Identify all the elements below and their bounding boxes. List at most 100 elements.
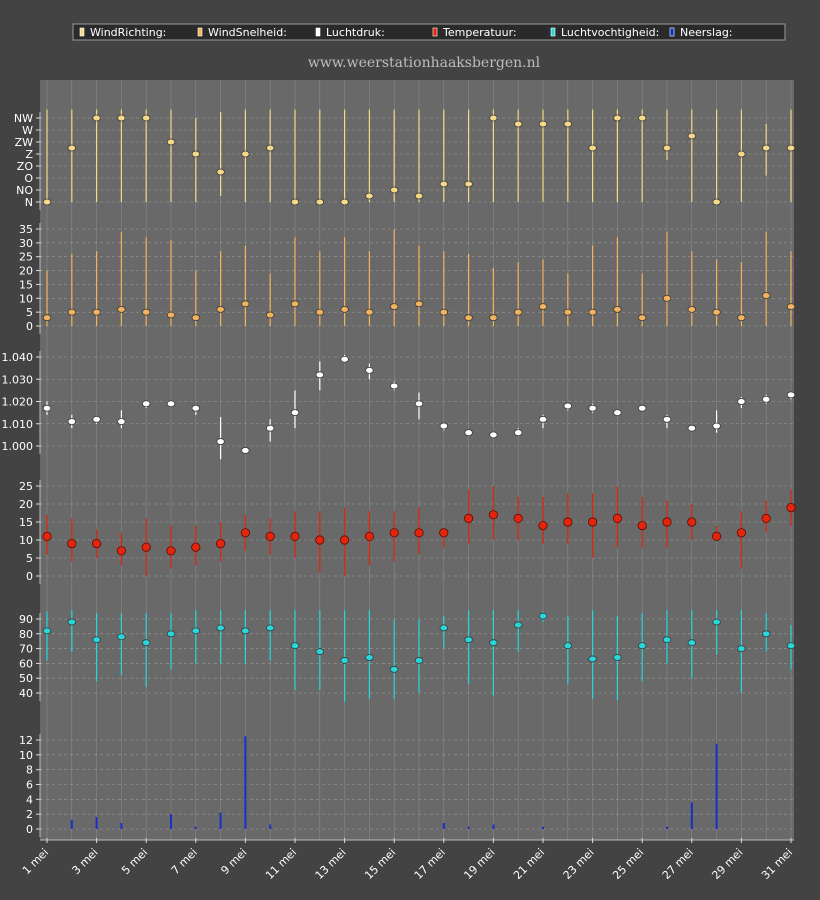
ytick-label: 1.000 <box>2 440 34 453</box>
luchtvochtigheid-point <box>762 630 771 638</box>
windsnelheid-point <box>687 305 696 313</box>
windsnelheid-point <box>117 305 126 313</box>
legend-label-1: WindSnelheid: <box>208 26 287 39</box>
windsnelheid-point <box>166 311 176 319</box>
windsnelheid-point <box>588 308 597 316</box>
windsnelheid-point <box>439 308 448 316</box>
windrichting-point <box>216 168 225 176</box>
luchtdruk-point <box>563 402 572 410</box>
luchtvochtigheid-point <box>439 624 448 632</box>
luchtdruk-point <box>266 424 275 432</box>
temperatuur-point <box>166 546 176 556</box>
luchtdruk-point <box>687 424 696 432</box>
luchtvochtigheid-point <box>315 648 324 655</box>
temperatuur-point <box>414 528 424 538</box>
luchtdruk-point <box>613 409 622 417</box>
legend-label-5: Neerslag: <box>680 26 733 39</box>
windrichting-point <box>191 150 200 158</box>
luchtvochtigheid-point <box>42 627 52 635</box>
ytick-label: NW <box>14 112 33 125</box>
windrichting-point <box>762 144 771 152</box>
ytick-label: 8 <box>26 764 33 777</box>
windrichting-point <box>241 150 250 158</box>
neerslag-bar <box>194 826 197 829</box>
ytick-label: 6 <box>26 779 33 792</box>
neerslag-bar <box>120 823 123 829</box>
legend-swatch-2 <box>315 27 321 37</box>
ytick-label: 1.020 <box>2 396 34 409</box>
windsnelheid-point <box>563 308 572 316</box>
luchtvochtigheid-point <box>737 645 746 652</box>
temperatuur-point <box>687 517 697 527</box>
panel-WindSnelheid <box>42 229 796 326</box>
ytick-label: N <box>25 196 33 209</box>
temperatuur-point <box>513 513 523 524</box>
windrichting-point <box>638 114 647 122</box>
neerslag-bar <box>542 826 544 829</box>
windsnelheid-point <box>464 314 473 322</box>
legend: WindRichting: WindSnelheid: Luchtdruk: Temp… <box>72 23 786 41</box>
windrichting-point <box>489 114 498 122</box>
temperatuur-point <box>711 531 722 542</box>
luchtvochtigheid-point <box>563 642 572 650</box>
windsnelheid-point <box>216 305 225 313</box>
windrichting-point <box>266 144 275 152</box>
windsnelheid-point <box>290 300 300 308</box>
legend-label-3: Temperatuur: <box>442 26 517 39</box>
luchtdruk-point <box>365 366 374 374</box>
luchtdruk-point <box>414 400 424 408</box>
neerslag-bar <box>70 820 73 829</box>
luchtdruk-point <box>737 398 746 405</box>
neerslag-bar <box>442 823 445 829</box>
windsnelheid-point <box>489 314 498 322</box>
windrichting-point <box>712 198 721 206</box>
windrichting-point <box>315 198 324 206</box>
temperatuur-point <box>736 528 747 538</box>
temperatuur-point <box>612 513 623 524</box>
legend-swatch-4 <box>550 27 556 37</box>
windsnelheid-point <box>638 314 647 322</box>
luchtdruk-point <box>117 418 126 425</box>
luchtdruk-point <box>638 404 647 412</box>
temperatuur-point <box>216 538 226 549</box>
windrichting-point <box>117 114 126 122</box>
plot-area <box>40 80 794 840</box>
windsnelheid-point <box>762 292 771 299</box>
windrichting-point <box>141 114 151 122</box>
luchtvochtigheid-point <box>786 642 796 650</box>
luchtvochtigheid-point <box>241 627 250 635</box>
neerslag-bar <box>269 824 272 829</box>
ytick-label: 60 <box>19 657 33 670</box>
ytick-label: 5 <box>26 552 33 565</box>
windsnelheid-point <box>141 308 151 316</box>
neerslag-bar <box>715 743 718 829</box>
ytick-label: 20 <box>19 498 33 511</box>
luchtvochtigheid-point <box>687 639 696 647</box>
temperatuur-point <box>563 517 573 527</box>
luchtdruk-point <box>538 415 548 423</box>
neerslag-bar <box>95 817 98 829</box>
temperatuur-point <box>42 531 52 542</box>
temperatuur-point <box>265 531 275 542</box>
windrichting-point <box>588 144 597 152</box>
panels-layer <box>42 109 796 829</box>
legend-swatch-5 <box>669 27 675 37</box>
windsnelheid-point <box>340 305 349 313</box>
temperatuur-point <box>240 528 250 538</box>
luchtvochtigheid-point <box>365 654 374 661</box>
ytick-label: 40 <box>19 687 33 700</box>
temperatuur-point <box>463 513 474 524</box>
windsnelheid-point <box>414 300 424 308</box>
temperatuur-point <box>538 520 548 531</box>
legend-swatch-0 <box>79 27 85 37</box>
luchtdruk-point <box>464 429 473 437</box>
ytick-label: 4 <box>26 793 33 806</box>
luchtvochtigheid-point <box>464 636 473 644</box>
panel-Neerslag <box>70 736 718 829</box>
temperatuur-point <box>364 531 374 542</box>
ytick-label: ZO <box>17 160 34 173</box>
ytick-label: W <box>22 124 33 137</box>
neerslag-bar <box>219 812 222 829</box>
windsnelheid-point <box>390 303 399 311</box>
ytick-label: 10 <box>19 292 33 305</box>
